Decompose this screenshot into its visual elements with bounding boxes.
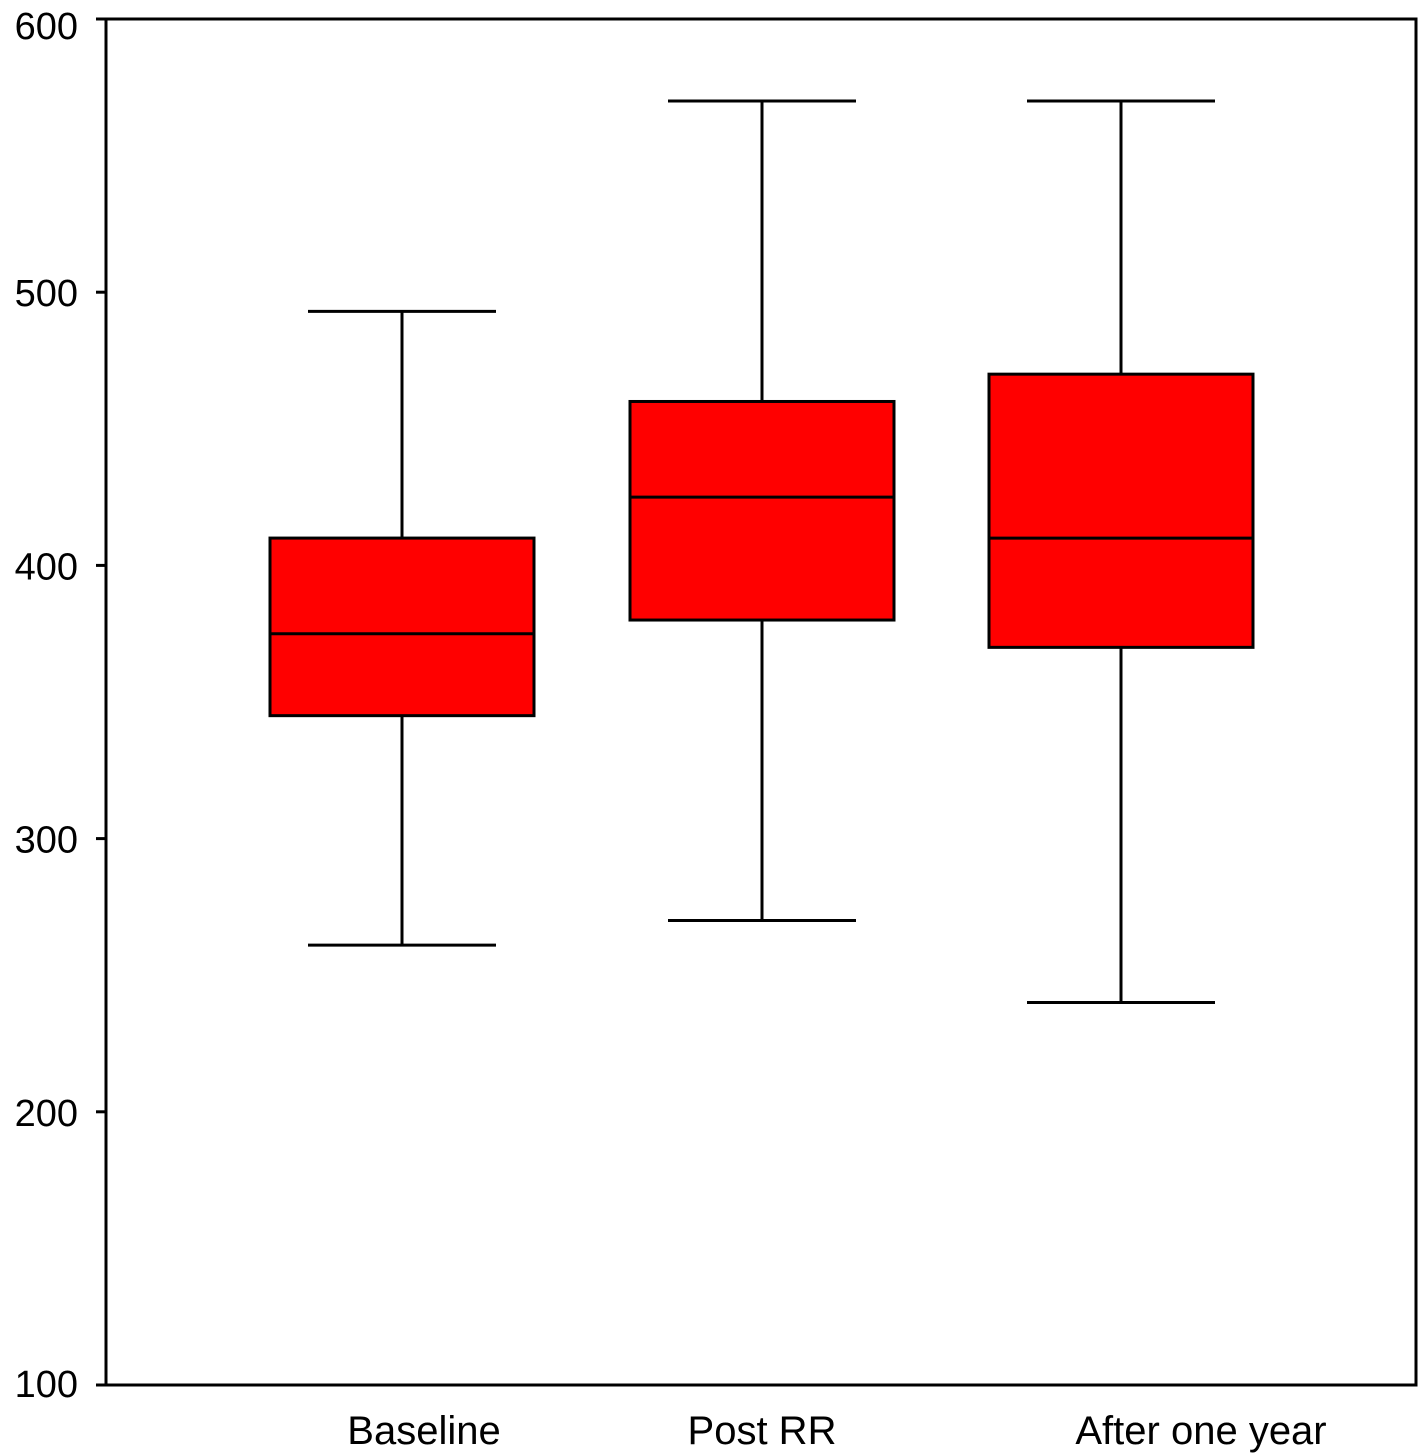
iqr-box [628,399,896,622]
box-post-rr [628,99,896,923]
y-tick-label: 100 [15,1364,78,1406]
box-after-one-year [987,99,1255,1005]
x-axis-labels: Baseline Post RR After one year [347,1409,1326,1453]
boxes-group [268,99,1255,1005]
y-tick-label: 600 [15,6,78,48]
x-category-label: After one year [1075,1409,1326,1453]
iqr-box [268,536,536,718]
box-baseline [268,309,536,947]
y-tick-label: 400 [15,546,78,588]
y-tick-label: 300 [15,820,78,862]
iqr-box [987,372,1255,649]
x-category-label: Baseline [347,1409,500,1453]
x-category-label: Post RR [688,1409,837,1453]
y-tick-label: 500 [15,273,78,315]
y-axis: 100 200 300 400 500 600 [15,6,106,1406]
y-tick-label: 200 [15,1093,78,1135]
